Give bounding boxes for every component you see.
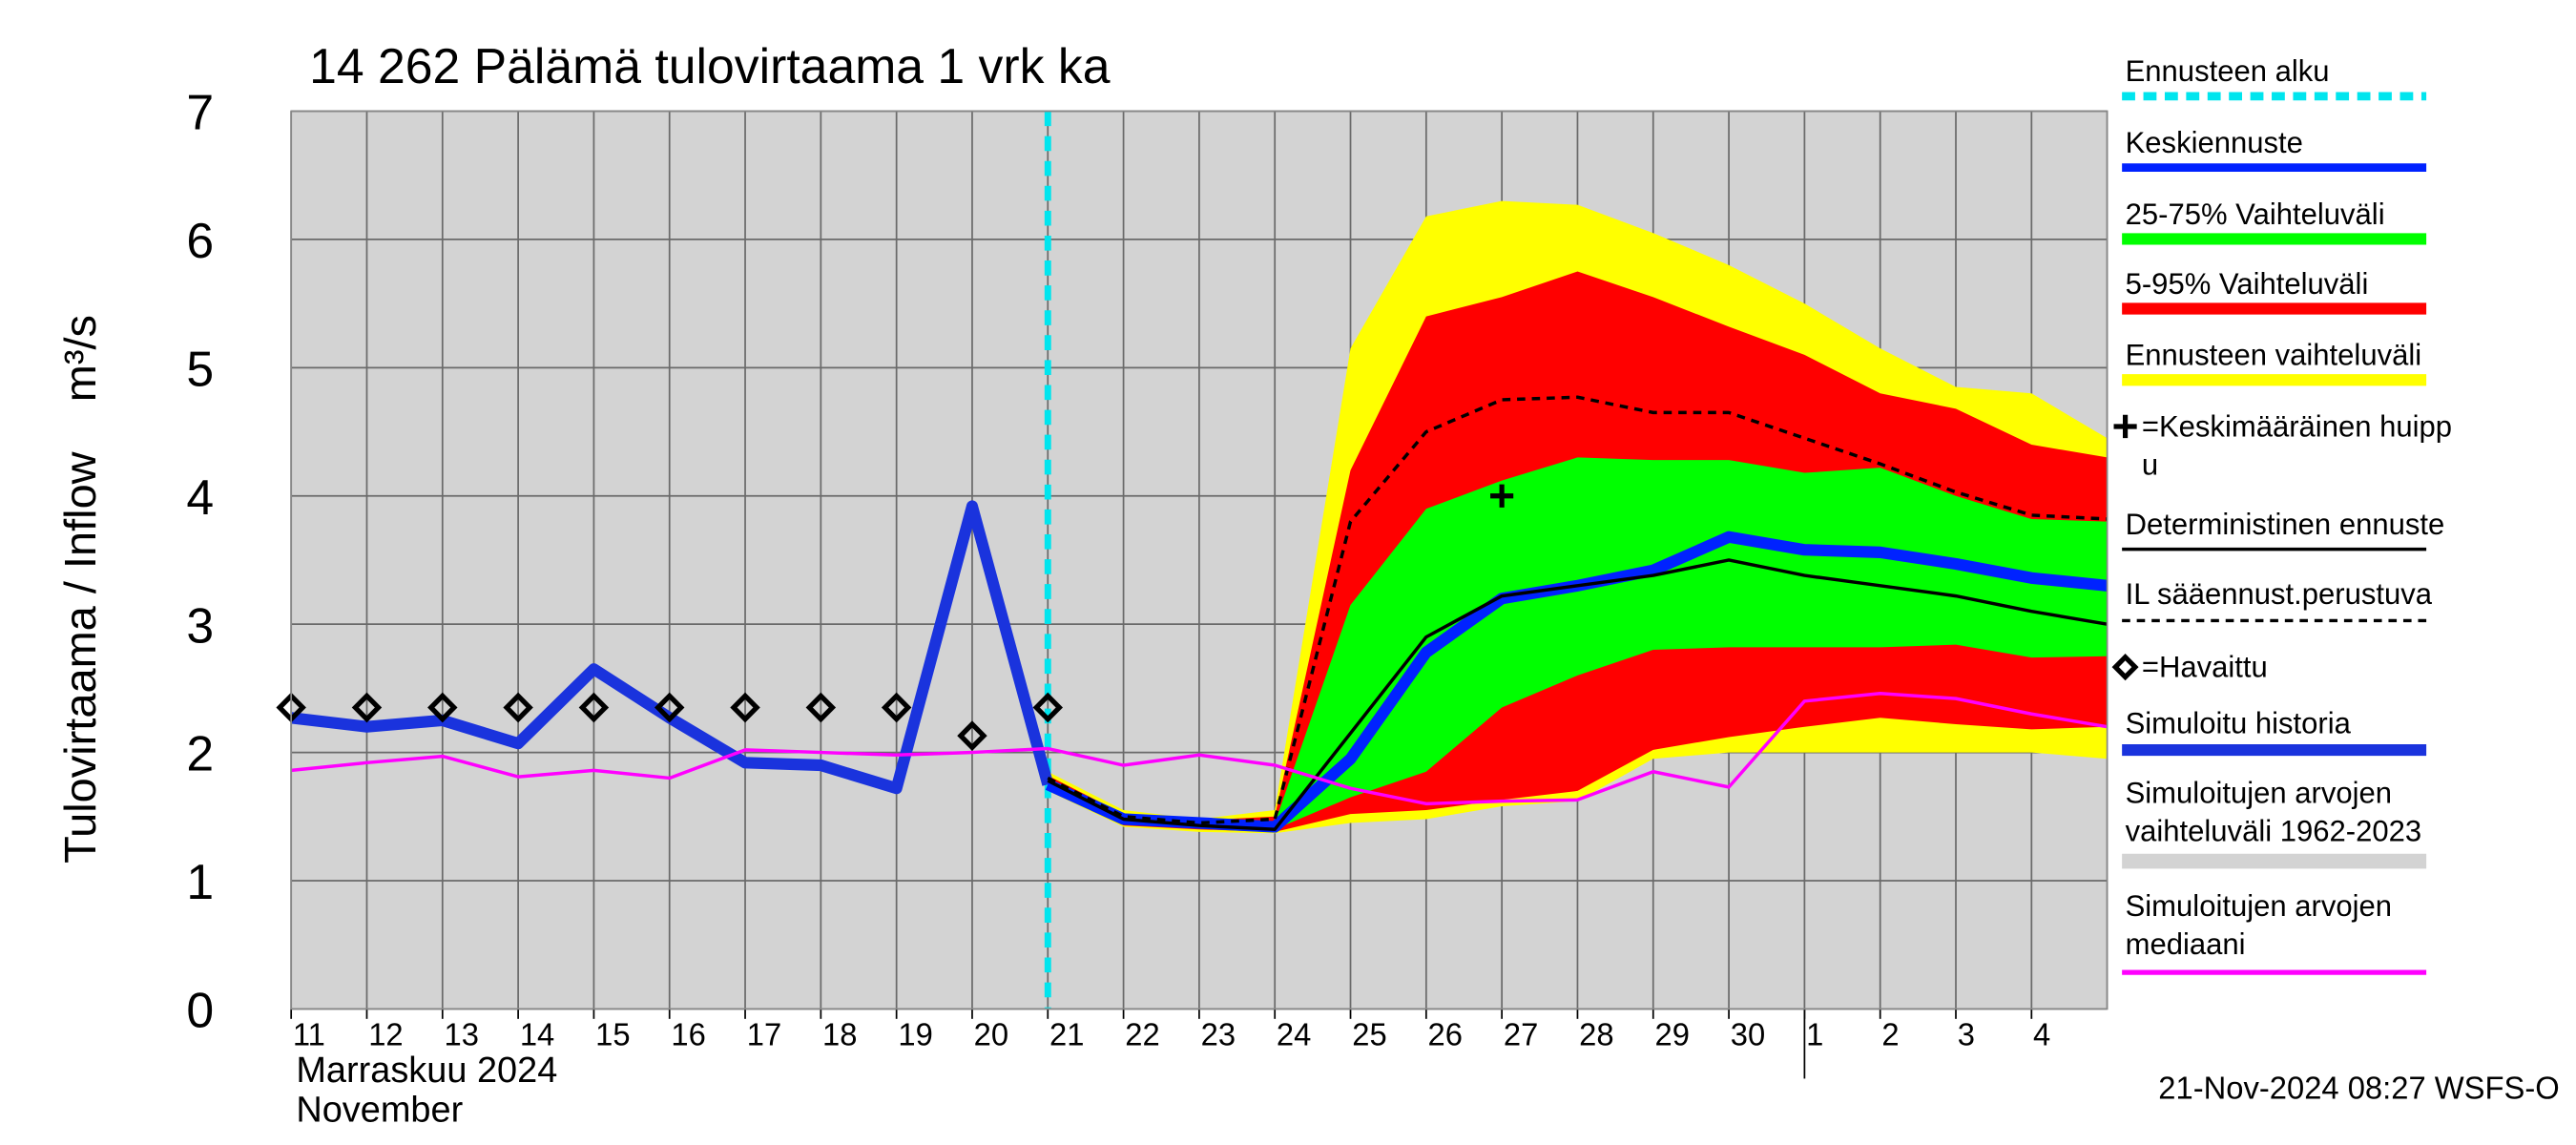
x-tick-label: 28 (1579, 1017, 1613, 1052)
x-tick-label: 23 (1201, 1017, 1236, 1052)
legend-label: 25-75% Vaihteluväli (2125, 197, 2385, 231)
y-tick-label: 6 (186, 214, 214, 269)
x-tick-label: 24 (1277, 1017, 1311, 1052)
x-tick-label: 12 (368, 1017, 403, 1052)
x-tick-label: 21 (1049, 1017, 1084, 1052)
observed-marker (730, 692, 760, 723)
observed-marker (805, 692, 837, 723)
observed-marker (957, 720, 987, 751)
x-tick-label: 30 (1731, 1017, 1765, 1052)
observed-marker (578, 692, 610, 723)
series-line (1047, 558, 2108, 831)
x-tick-label: 26 (1428, 1017, 1463, 1052)
y-axis-label: Tulovirtaama / Inflow m³/s (55, 315, 105, 864)
legend-label: Simuloitu historia (2125, 706, 2351, 740)
legend-label: =Havaittu (2141, 650, 2268, 684)
observed-marker (351, 692, 383, 723)
x-tick-label: 13 (445, 1017, 479, 1052)
x-tick-label: 2 (1881, 1017, 1899, 1052)
month-label: Marraskuu 2024 (296, 1051, 557, 1091)
x-tick-label: 22 (1125, 1017, 1159, 1052)
x-tick-label: 3 (1958, 1017, 1975, 1052)
y-tick-label: 5 (186, 342, 214, 397)
observed-marker (427, 692, 458, 723)
observed-marker (1032, 692, 1064, 723)
y-tick-label: 7 (186, 85, 214, 140)
x-tick-label: 20 (974, 1017, 1008, 1052)
y-tick-label: 0 (186, 983, 214, 1038)
peak-marker (1490, 484, 1514, 508)
y-tick-label: 3 (186, 598, 214, 654)
x-tick-label: 1 (1806, 1017, 1823, 1052)
observed-marker (654, 692, 685, 723)
chart-title: 14 262 Pälämä tulovirtaama 1 vrk ka (309, 39, 1110, 94)
legend-label: Simuloitujen arvojen mediaani (2125, 889, 2393, 961)
plot-frame (290, 110, 2109, 1010)
legend-label: Keskiennuste (2125, 126, 2303, 159)
x-tick-label: 17 (747, 1017, 781, 1052)
y-tick-label: 4 (186, 470, 214, 526)
legend-label: Simuloitujen arvojen vaihteluväli 1962-2… (2125, 776, 2422, 848)
observed-marker (881, 692, 912, 723)
y-tick-label: 2 (186, 727, 214, 782)
footer: 21-Nov-2024 08:27 WSFS-O (2158, 1070, 2559, 1105)
x-tick-label: 11 (293, 1017, 325, 1052)
series-line (1047, 395, 2108, 825)
legend-label: 5-95% Vaihteluväli (2125, 266, 2369, 301)
x-tick-label: 18 (822, 1017, 857, 1052)
series-line (290, 692, 2108, 806)
legend-label: IL sääennust.perustuva (2125, 577, 2433, 611)
month-label-en: November (296, 1091, 463, 1131)
x-tick-label: 15 (595, 1017, 630, 1052)
x-tick-label: 19 (898, 1017, 932, 1052)
x-tick-label: 29 (1654, 1017, 1689, 1052)
legend-swatch (2111, 654, 2139, 681)
observed-marker (503, 692, 533, 723)
x-tick-label: 16 (671, 1017, 705, 1052)
y-tick-label: 1 (186, 855, 214, 910)
legend-label: Ennusteen vaihteluväli (2125, 338, 2422, 372)
legend-swatch (2113, 414, 2137, 439)
legend-label: Ennusteen alku (2125, 54, 2330, 89)
x-tick-label: 27 (1504, 1017, 1538, 1052)
x-tick-label: 4 (2033, 1017, 2050, 1052)
legend-label: Deterministinen ennuste (2125, 508, 2445, 541)
x-tick-label: 14 (520, 1017, 554, 1052)
legend-label: =Keskimääräinen huipp u (2141, 409, 2453, 482)
x-tick-label: 25 (1352, 1017, 1386, 1052)
